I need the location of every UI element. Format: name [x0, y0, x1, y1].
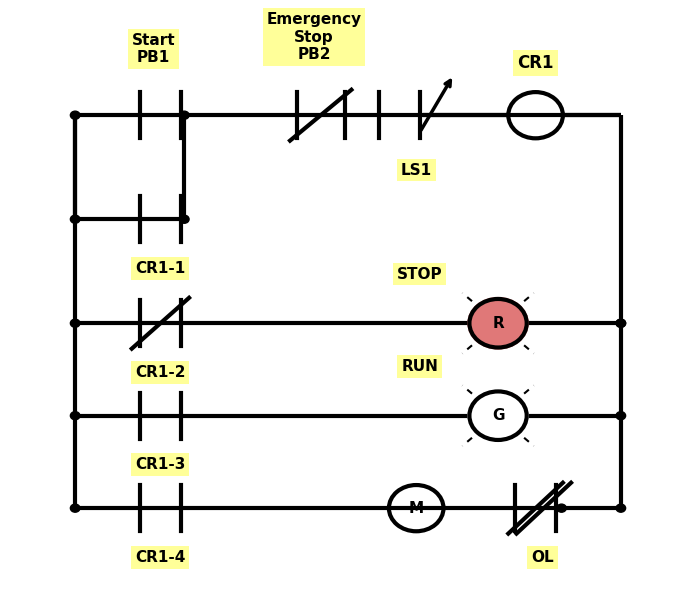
Circle shape: [180, 111, 189, 119]
Text: CR1-2: CR1-2: [135, 365, 186, 380]
Text: STOP: STOP: [397, 266, 443, 282]
Text: M: M: [409, 501, 424, 516]
Text: G: G: [492, 408, 505, 423]
Circle shape: [70, 111, 80, 119]
Circle shape: [70, 215, 80, 224]
Circle shape: [469, 392, 527, 440]
Text: R: R: [492, 316, 504, 331]
Text: CR1-3: CR1-3: [135, 457, 186, 472]
Text: Start
PB1: Start PB1: [132, 33, 175, 65]
Circle shape: [616, 319, 626, 327]
Circle shape: [70, 319, 80, 327]
Text: RUN: RUN: [401, 359, 438, 374]
Circle shape: [70, 412, 80, 420]
Circle shape: [616, 412, 626, 420]
Circle shape: [616, 504, 626, 512]
Circle shape: [180, 215, 189, 224]
Text: Emergency
Stop
PB2: Emergency Stop PB2: [267, 13, 361, 62]
Text: CR1-1: CR1-1: [135, 261, 186, 276]
Text: LS1: LS1: [401, 163, 432, 178]
Circle shape: [469, 299, 527, 347]
Text: CR1-4: CR1-4: [135, 550, 186, 565]
Text: OL: OL: [531, 550, 554, 565]
Circle shape: [616, 319, 626, 327]
Circle shape: [557, 504, 567, 512]
Circle shape: [70, 504, 80, 512]
Text: CR1: CR1: [517, 54, 554, 72]
